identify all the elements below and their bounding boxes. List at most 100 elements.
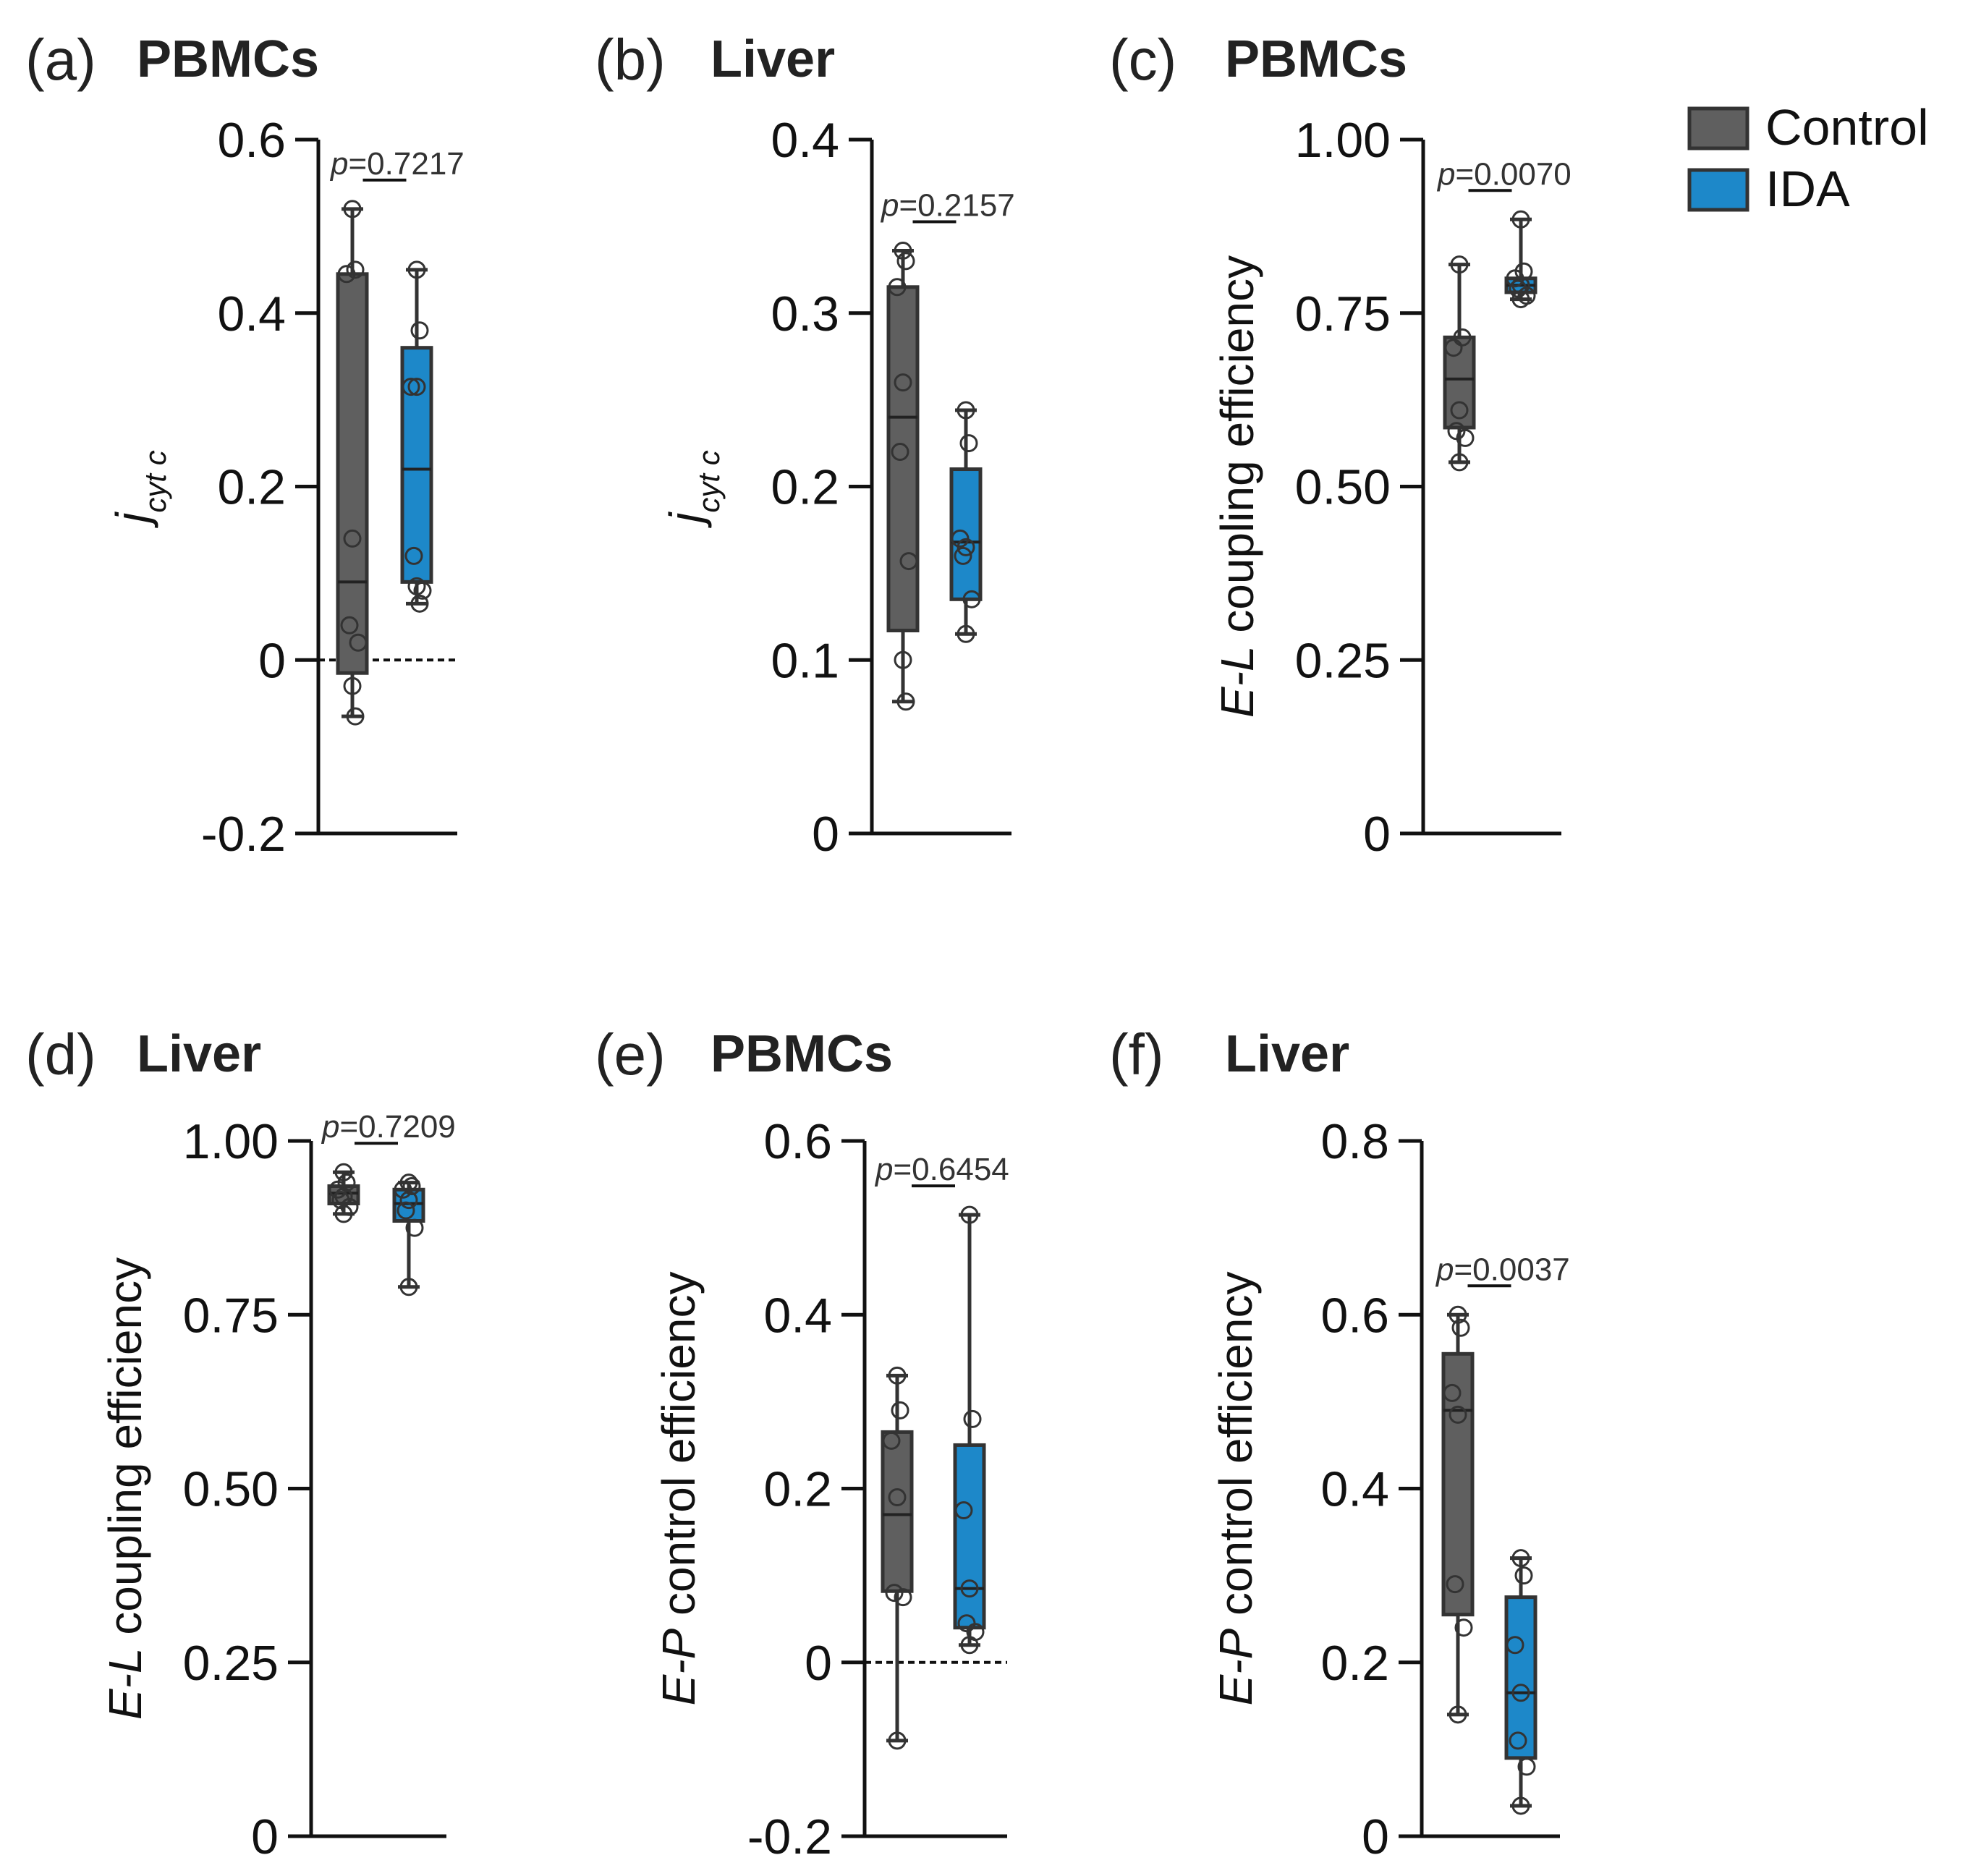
p-value-label: p=0.0070 xyxy=(1436,156,1572,192)
data-point xyxy=(888,278,907,297)
y-tick-label: 0.50 xyxy=(183,1462,279,1517)
y-tick-label: 0.4 xyxy=(763,1288,832,1343)
box-iqr xyxy=(1441,1351,1475,1617)
y-tick-label: 0.2 xyxy=(1320,1636,1389,1691)
y-tick-label: 0 xyxy=(251,1809,279,1864)
data-point xyxy=(1443,1383,1462,1402)
panel-title: Liver xyxy=(137,1025,261,1083)
data-point xyxy=(349,633,368,652)
panel-letter: (b) xyxy=(595,27,666,92)
data-point xyxy=(962,590,981,608)
data-point xyxy=(960,1579,979,1598)
data-point xyxy=(334,1205,353,1223)
box-control xyxy=(881,1366,914,1750)
data-point xyxy=(894,373,912,392)
panel-b: (b) Liver 0 0.1 0.2 0.3 0.4 jcyt c p=0.2157 xyxy=(595,27,1015,862)
data-point xyxy=(407,260,426,279)
data-point xyxy=(963,1409,982,1428)
data-point xyxy=(957,624,975,643)
data-point xyxy=(1444,339,1463,357)
y-tick-label: 0.50 xyxy=(1295,460,1391,515)
data-point xyxy=(894,241,912,260)
box-iqr xyxy=(881,1430,914,1593)
data-point xyxy=(896,252,915,271)
data-point xyxy=(399,1191,418,1210)
data-point xyxy=(1514,1566,1533,1585)
y-tick-label: 0.4 xyxy=(217,287,286,341)
box-control xyxy=(1443,255,1476,472)
box-control xyxy=(886,241,920,711)
panel-c: (c) PBMCs 0 0.25 0.50 0.75 1.00 E-L coupling ef… xyxy=(1109,27,1572,862)
data-point xyxy=(405,1218,424,1237)
data-point xyxy=(1449,1405,1467,1424)
p-value-label: p=0.7209 xyxy=(321,1109,456,1145)
data-point xyxy=(954,1501,973,1520)
y-tick-label: 0 xyxy=(812,807,839,862)
data-point xyxy=(1446,1575,1464,1594)
data-point xyxy=(1506,1636,1524,1655)
y-tick-label: 0.2 xyxy=(763,1462,832,1517)
data-point xyxy=(410,321,429,340)
data-point xyxy=(899,552,918,571)
box-ida xyxy=(949,401,983,643)
y-axis-label: E-P control efficiency xyxy=(1210,1272,1262,1706)
y-tick-label: -0.2 xyxy=(747,1809,832,1864)
data-point xyxy=(891,1401,909,1419)
data-point xyxy=(413,581,432,600)
y-tick-label: 0.25 xyxy=(183,1636,279,1691)
panel-title: PBMCs xyxy=(1225,30,1407,88)
data-point xyxy=(960,1205,979,1224)
y-tick-label: 0.1 xyxy=(771,633,839,688)
data-point xyxy=(1456,428,1475,447)
box-ida xyxy=(400,260,433,613)
data-point xyxy=(1449,1705,1467,1724)
panel-letter: (d) xyxy=(25,1022,96,1087)
box-iqr xyxy=(400,346,433,584)
data-point xyxy=(954,546,972,565)
data-point xyxy=(346,260,365,279)
panel-f: (f) Liver 0 0.2 0.4 0.6 0.8 E-P control efficie… xyxy=(1109,1022,1570,1864)
data-point xyxy=(343,200,362,218)
data-point xyxy=(343,676,362,695)
panel-letter: (a) xyxy=(25,27,96,92)
y-tick-label: 0.8 xyxy=(1320,1114,1389,1169)
data-point xyxy=(343,529,362,548)
data-point xyxy=(394,1180,412,1199)
y-tick-label: 1.00 xyxy=(183,1114,279,1169)
box-iqr xyxy=(1504,1595,1538,1760)
y-tick-label: 0.6 xyxy=(1320,1288,1389,1343)
p-value-label: p=0.6454 xyxy=(874,1152,1009,1187)
panel-title: PBMCs xyxy=(711,1025,893,1083)
data-point xyxy=(407,577,426,595)
data-point xyxy=(888,1731,907,1750)
legend-label-control: Control xyxy=(1765,99,1929,156)
y-axis-label: jcyt c xyxy=(660,450,726,529)
box-iqr xyxy=(1443,335,1476,430)
data-point xyxy=(337,265,356,284)
y-tick-label: 0 xyxy=(805,1636,832,1691)
y-tick-label: 0.2 xyxy=(217,460,286,515)
data-point xyxy=(1509,1731,1527,1750)
y-axis-label: E-P control efficiency xyxy=(653,1272,705,1706)
y-tick-label: 1.00 xyxy=(1295,113,1391,168)
data-point xyxy=(407,378,426,396)
box-control xyxy=(1441,1305,1475,1724)
y-tick-label: -0.2 xyxy=(201,807,286,862)
data-point xyxy=(404,546,423,565)
data-point xyxy=(1450,453,1469,472)
p-value-label: p=0.2157 xyxy=(880,187,1015,223)
box-ida xyxy=(953,1205,986,1655)
data-point xyxy=(957,401,975,420)
y-axis-label: E-L coupling efficiency xyxy=(1211,255,1263,718)
data-point xyxy=(1511,1684,1530,1702)
data-point xyxy=(891,443,909,462)
legend-label-ida: IDA xyxy=(1765,161,1850,217)
data-point xyxy=(334,1187,353,1206)
panel-d: (d) Liver 0 0.25 0.50 0.75 1.00 E-L coupling ef… xyxy=(25,1022,456,1864)
legend-swatch-ida xyxy=(1687,168,1749,212)
y-tick-label: 0.4 xyxy=(1320,1462,1389,1517)
data-point xyxy=(402,378,420,396)
y-tick-label: 0.3 xyxy=(771,287,839,341)
